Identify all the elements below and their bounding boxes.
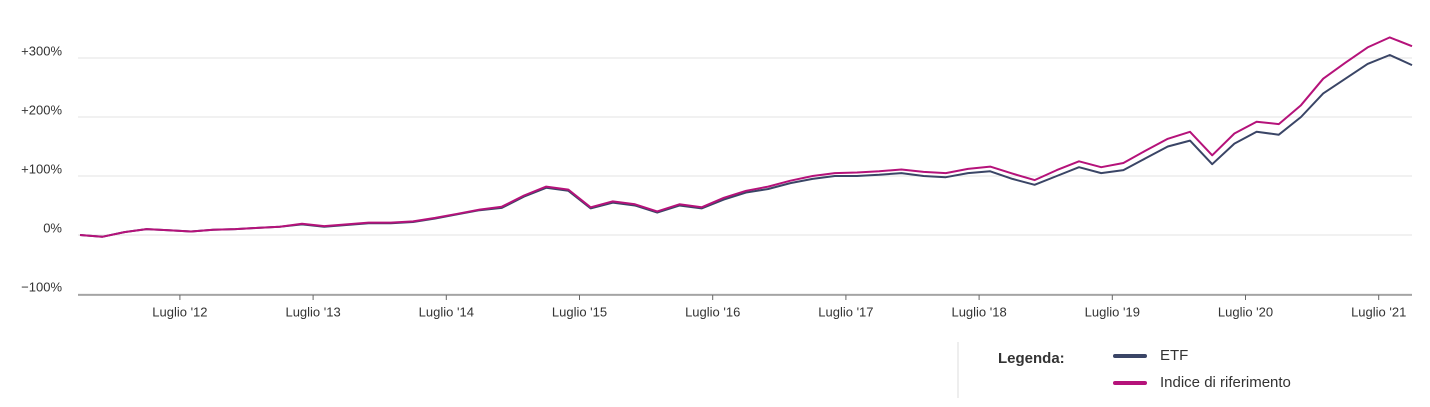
x-tick-label: Luglio '21 xyxy=(1351,304,1406,319)
x-tick-label: Luglio '18 xyxy=(951,304,1006,319)
y-tick-label: −100% xyxy=(21,279,62,294)
legend-label: ETF xyxy=(1160,347,1188,364)
series-line xyxy=(79,54,1413,238)
legend-label: Indice di riferimento xyxy=(1160,374,1291,391)
y-tick-label: +200% xyxy=(21,102,62,117)
x-tick-label: Luglio '16 xyxy=(685,304,740,319)
series-line xyxy=(79,36,1413,238)
x-tick-label: Luglio '13 xyxy=(285,304,340,319)
x-tick-label: Luglio '12 xyxy=(152,304,207,319)
y-tick-label: 0% xyxy=(43,220,62,235)
legend-title: Legenda: xyxy=(998,350,1065,367)
x-tick-label: Luglio '15 xyxy=(552,304,607,319)
x-tick-label: Luglio '19 xyxy=(1085,304,1140,319)
x-tick-label: Luglio '20 xyxy=(1218,304,1273,319)
y-tick-label: +300% xyxy=(21,43,62,58)
y-tick-label: +100% xyxy=(21,161,62,176)
x-tick-label: Luglio '17 xyxy=(818,304,873,319)
x-tick-label: Luglio '14 xyxy=(419,304,474,319)
